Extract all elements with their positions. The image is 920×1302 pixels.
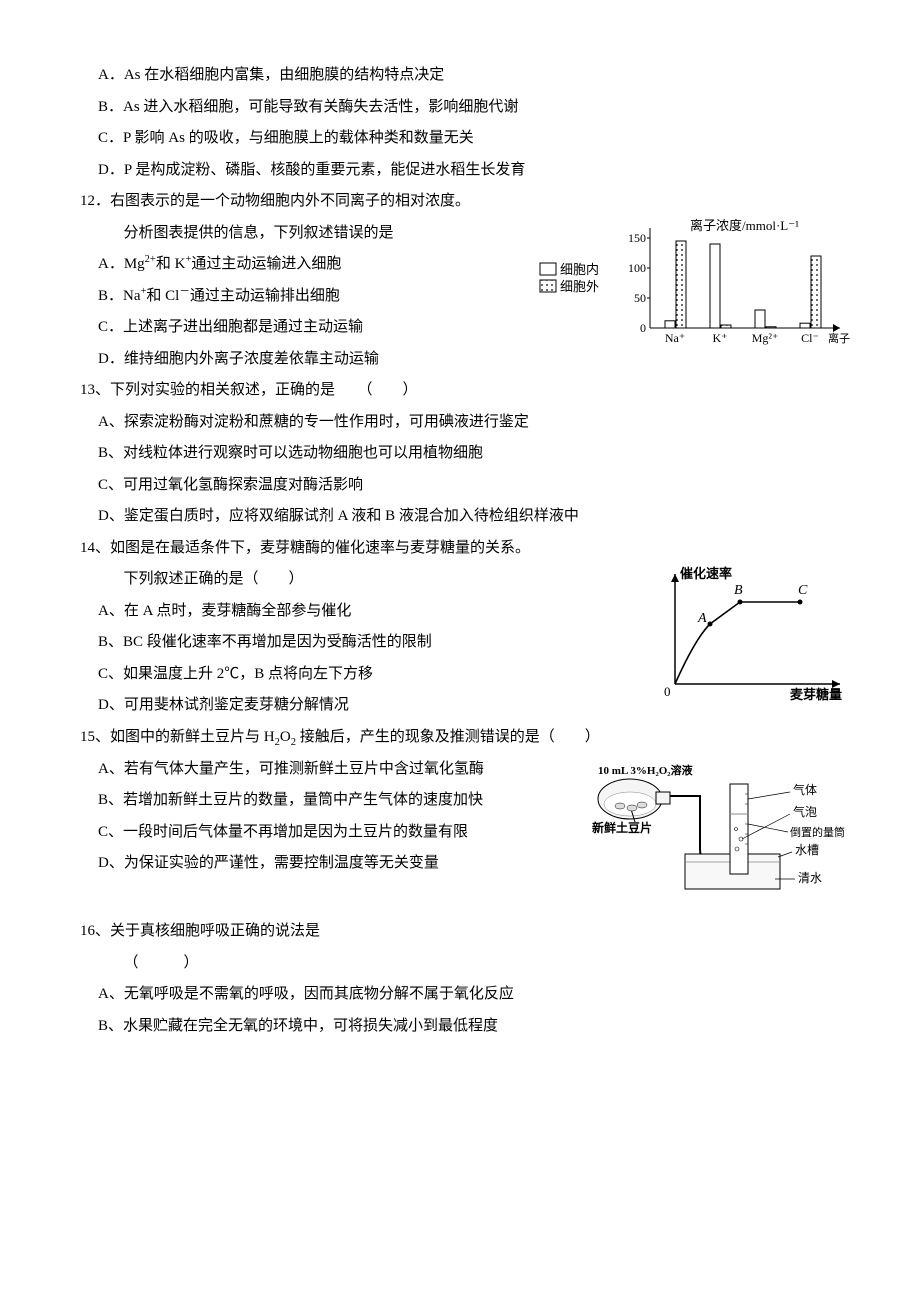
svg-text:150: 150 (628, 231, 646, 245)
q13-opt-a: A、探索淀粉酶对淀粉和蔗糖的专一性作用时，可用碘液进行鉴定 (80, 407, 850, 439)
svg-text:100: 100 (628, 261, 646, 275)
q16-stem: 16、关于真核细胞呼吸正确的说法是 (80, 916, 850, 948)
q13-opt-b: B、对线粒体进行观察时可以选动物细胞也可以用植物细胞 (80, 438, 850, 470)
q12-stem1: 12．右图表示的是一个动物细胞内外不同离子的相对浓度。 (80, 186, 850, 218)
svg-text:B: B (734, 583, 743, 598)
q15-stem: 15、如图中的新鲜土豆片与 H2O2 接触后，产生的现象及推测错误的是（ ） (80, 722, 850, 754)
q14-chart-svg: A B C 催化速率 麦芽糖量 0 (650, 564, 850, 704)
q12-legend: 细胞内 细胞外 (540, 262, 599, 294)
label-gas: 气体 (793, 782, 817, 797)
q12: 12．右图表示的是一个动物细胞内外不同离子的相对浓度。 0 50 100 150 (80, 186, 850, 375)
q14: 14、如图是在最适条件下，麦芽糖酶的催化速率与麦芽糖量的关系。 A B C 催化… (80, 533, 850, 722)
q12-chart-svg: 0 50 100 150 离子浓度/mmol·L⁻¹ (530, 218, 850, 358)
q15-apparatus-svg: 10 mL 3%H₂O₂溶液 新鲜土豆片 气体 (590, 754, 850, 904)
q14-ylabel: 催化速率 (680, 566, 732, 581)
q16-opt-a: A、无氧呼吸是不需氧的呼吸，因而其底物分解不属于氧化反应 (80, 979, 850, 1011)
svg-text:Cl⁻: Cl⁻ (801, 331, 819, 345)
label-potato: 新鲜土豆片 (592, 820, 652, 835)
q15: 15、如图中的新鲜土豆片与 H2O2 接触后，产生的现象及推测错误的是（ ） 1… (80, 722, 850, 917)
label-trough: 水槽 (795, 843, 819, 857)
svg-text:A: A (697, 611, 707, 626)
q11-opt-b: B．As 进入水稻细胞，可能导致有关酶失去活性，影响细胞代谢 (80, 92, 850, 124)
q11-opt-a: A．As 在水稻细胞内富集，由细胞膜的结构特点决定 (80, 60, 850, 92)
svg-text:细胞外: 细胞外 (560, 279, 599, 294)
q14-figure: A B C 催化速率 麦芽糖量 0 (650, 564, 850, 717)
svg-text:50: 50 (634, 291, 646, 305)
q12-xlabel: 离子种类 (828, 331, 850, 345)
svg-text:Na⁺: Na⁺ (665, 331, 685, 345)
q16-blank: （ ） (80, 948, 850, 980)
svg-text:0: 0 (640, 321, 646, 335)
q12-figure: 0 50 100 150 离子浓度/mmol·L⁻¹ (530, 218, 850, 371)
q14-xlabel: 麦芽糖量 (790, 687, 842, 702)
svg-text:K⁺: K⁺ (713, 331, 728, 345)
svg-text:Mg²⁺: Mg²⁺ (752, 331, 779, 345)
q13-opt-c: C、可用过氧化氢酶探索温度对酶活影响 (80, 470, 850, 502)
svg-text:细胞内: 细胞内 (560, 262, 599, 277)
label-bubble: 气泡 (793, 804, 817, 819)
label-water: 清水 (798, 871, 822, 885)
q13-stem: 13、下列对实验的相关叙述，正确的是 （ ） (80, 375, 850, 407)
label-solution: 10 mL 3%H₂O₂溶液 (598, 763, 694, 777)
q11-opt-d: D．P 是构成淀粉、磷脂、核酸的重要元素，能促进水稻生长发育 (80, 155, 850, 187)
q12-ylabel: 离子浓度/mmol·L⁻¹ (690, 218, 799, 233)
q13-opt-d: D、鉴定蛋白质时，应将双缩脲试剂 A 液和 B 液混合加入待检组织样液中 (80, 501, 850, 533)
q14-origin: 0 (664, 684, 671, 699)
q15-figure: 10 mL 3%H₂O₂溶液 新鲜土豆片 气体 (590, 754, 850, 917)
svg-text:C: C (798, 583, 808, 598)
label-cylinder: 倒置的量筒 (790, 825, 845, 839)
q14-stem1: 14、如图是在最适条件下，麦芽糖酶的催化速率与麦芽糖量的关系。 (80, 533, 850, 565)
q16-opt-b: B、水果贮藏在完全无氧的环境中，可将损失减小到最低程度 (80, 1011, 850, 1043)
q11-opt-c: C．P 影响 As 的吸收，与细胞膜上的载体种类和数量无关 (80, 123, 850, 155)
